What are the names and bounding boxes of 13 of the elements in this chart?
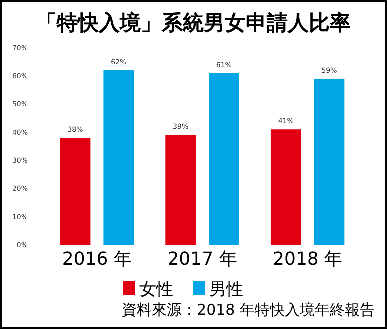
bar (104, 70, 134, 245)
source-note: 資料來源：2018 年特快入境年終報告 (122, 301, 375, 319)
bar (60, 138, 91, 245)
bar (166, 135, 196, 245)
legend-label: 女性 (140, 280, 174, 300)
x-tick-label: 2016 年 (62, 249, 132, 270)
legend-label: 男性 (210, 280, 244, 300)
bar (314, 78, 345, 245)
x-tick-label: 2017 年 (168, 249, 238, 270)
x-tick-label: 2018 年 (273, 249, 343, 270)
bar (270, 130, 302, 245)
chart-title: 「特快入境」系統男女申請人比率 (36, 11, 351, 35)
bar (209, 73, 240, 245)
